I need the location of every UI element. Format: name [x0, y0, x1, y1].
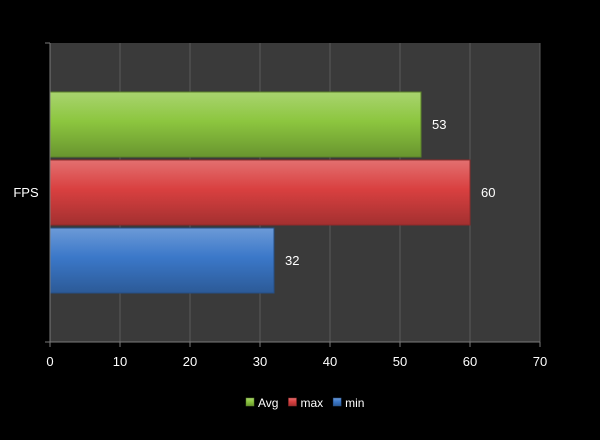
x-tick-label: 40: [323, 354, 337, 369]
x-tick-label: 50: [393, 354, 407, 369]
bar-min: [49, 227, 275, 294]
bar-max: [49, 159, 471, 226]
x-tick-label: 20: [183, 354, 197, 369]
data-label-avg: 53: [432, 117, 446, 132]
axes: 0 10 20 30 40 50 60 70 FPS: [13, 42, 547, 369]
legend-swatch-avg: [245, 397, 255, 407]
bars: [49, 91, 471, 294]
data-label-min: 32: [285, 253, 299, 268]
legend-label-avg: Avg: [258, 396, 278, 410]
legend-label-max: max: [300, 396, 323, 410]
bar-avg: [49, 91, 422, 158]
x-tick-label: 70: [533, 354, 547, 369]
x-tick-label: 10: [113, 354, 127, 369]
legend-label-min: min: [345, 396, 364, 410]
x-tick-label: 60: [463, 354, 477, 369]
x-tick-label: 30: [253, 354, 267, 369]
x-tick-label: 0: [46, 354, 53, 369]
data-label-max: 60: [481, 185, 495, 200]
legend-swatch-max: [288, 397, 297, 407]
category-label: FPS: [13, 185, 39, 200]
legend-swatch-min: [332, 397, 342, 407]
legend: Avg max min: [245, 396, 364, 410]
data-labels: 53 60 32: [285, 117, 495, 268]
